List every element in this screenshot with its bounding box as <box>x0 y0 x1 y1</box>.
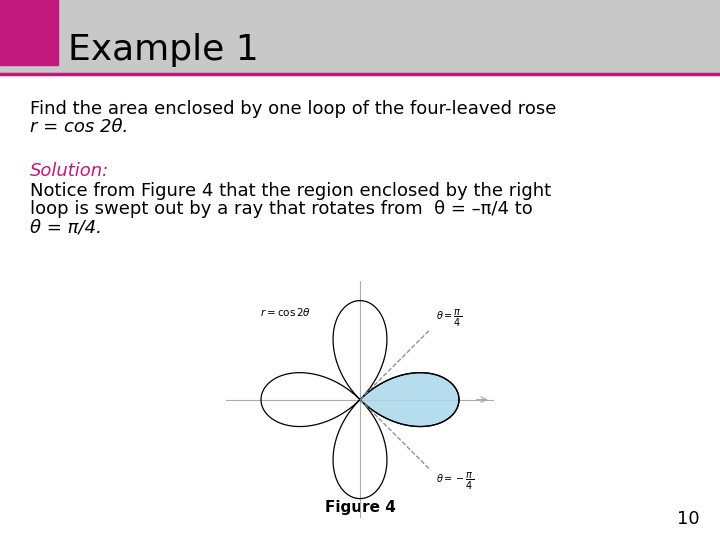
Text: 10: 10 <box>678 510 700 528</box>
Polygon shape <box>360 373 459 427</box>
Text: $\theta = \dfrac{\pi}{4}$: $\theta = \dfrac{\pi}{4}$ <box>436 308 462 329</box>
Text: $r = \cos 2\theta$: $r = \cos 2\theta$ <box>261 307 311 319</box>
Text: Solution:: Solution: <box>30 162 109 180</box>
Text: Figure 4: Figure 4 <box>325 500 395 515</box>
Text: Notice from Figure 4 that the region enclosed by the right: Notice from Figure 4 that the region enc… <box>30 182 551 200</box>
Bar <box>0 0 720 72</box>
Bar <box>0 0 58 65</box>
Text: Find the area enclosed by one loop of the four-leaved rose: Find the area enclosed by one loop of th… <box>30 100 557 118</box>
Text: Example 1: Example 1 <box>68 33 258 67</box>
Text: θ = π/4.: θ = π/4. <box>30 218 102 236</box>
Text: $\theta = -\dfrac{\pi}{4}$: $\theta = -\dfrac{\pi}{4}$ <box>436 470 474 491</box>
Text: r = cos 2θ.: r = cos 2θ. <box>30 118 128 136</box>
Text: loop is swept out by a ray that rotates from  θ = –π/4 to: loop is swept out by a ray that rotates … <box>30 200 533 218</box>
